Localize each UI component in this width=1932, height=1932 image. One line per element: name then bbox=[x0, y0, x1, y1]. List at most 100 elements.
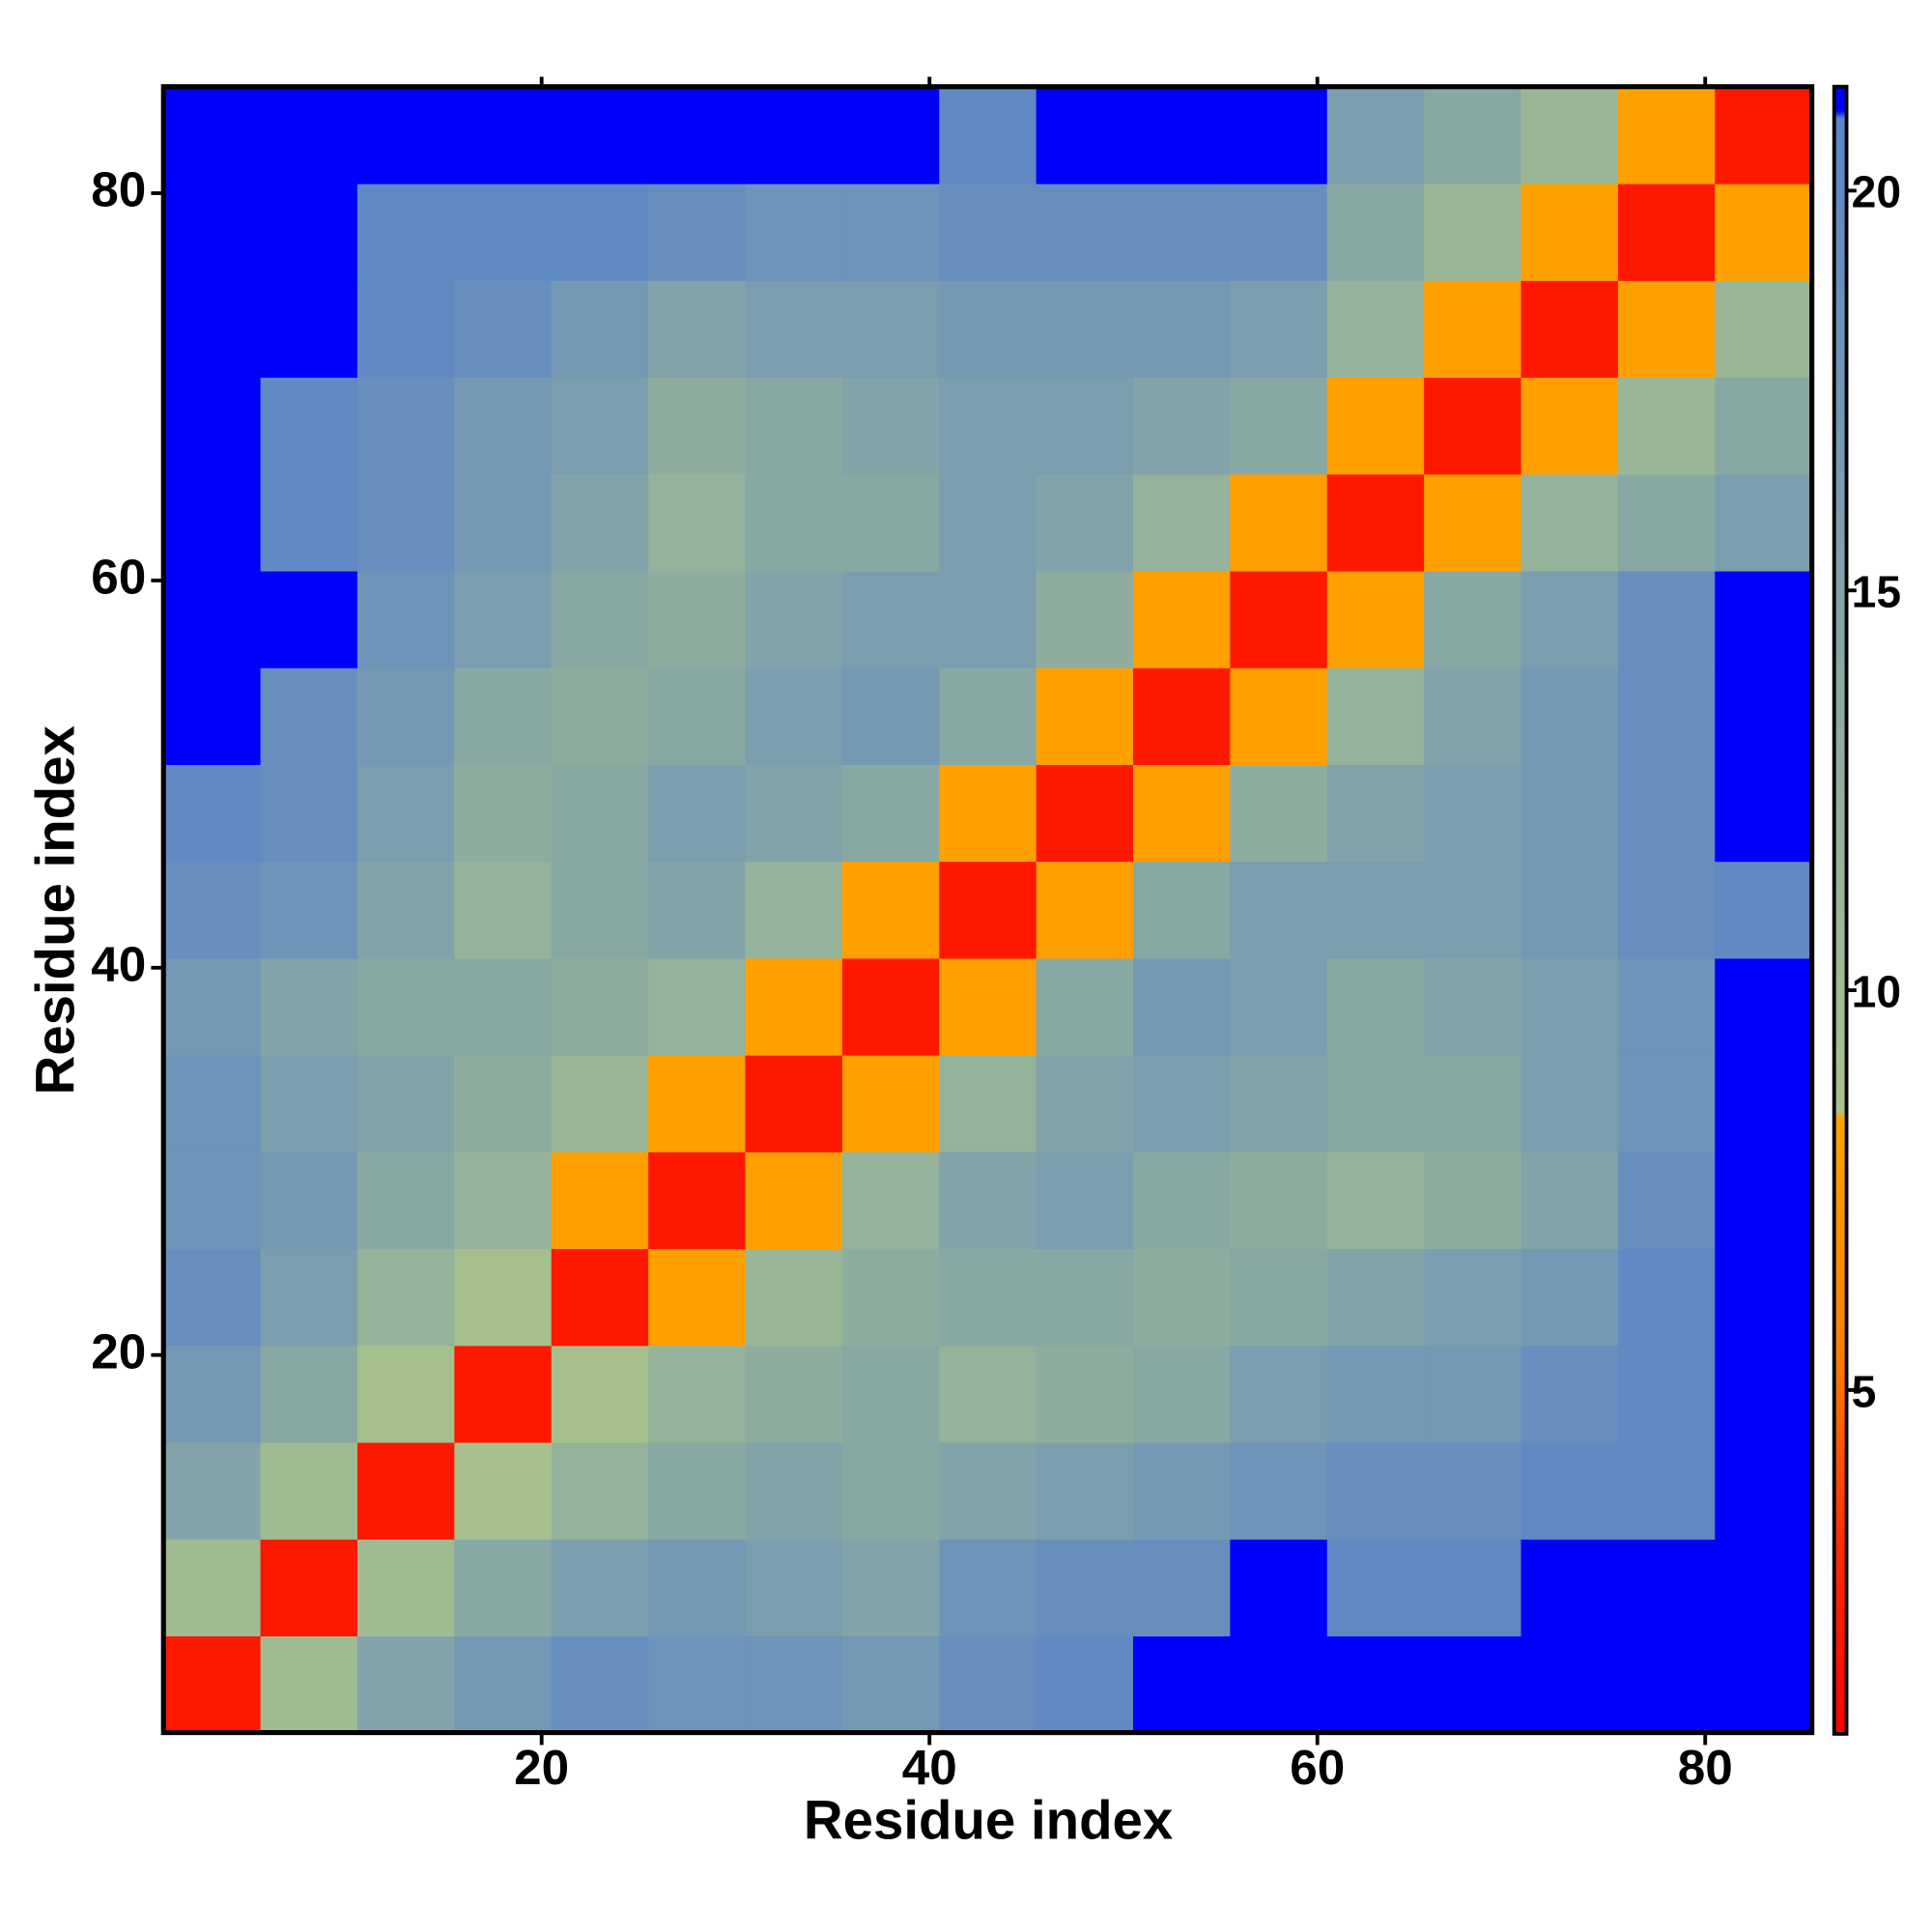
heatmap-cell bbox=[1520, 861, 1619, 959]
heatmap-cell bbox=[551, 1055, 649, 1152]
heatmap-cell bbox=[648, 570, 747, 668]
heatmap-cell bbox=[745, 668, 843, 765]
heatmap-cell bbox=[1520, 1441, 1619, 1540]
heatmap-cell bbox=[260, 377, 358, 475]
heatmap-cell bbox=[454, 183, 553, 281]
heatmap-cell bbox=[1133, 861, 1232, 959]
heatmap-cell bbox=[356, 1441, 456, 1540]
heatmap-cell bbox=[1617, 1248, 1716, 1347]
heatmap-cell bbox=[841, 280, 940, 379]
heatmap-cell bbox=[1326, 570, 1425, 668]
heatmap-cell bbox=[1424, 1055, 1522, 1152]
heatmap-cell bbox=[356, 668, 456, 765]
heatmap-cell bbox=[1036, 473, 1134, 572]
heatmap-cell bbox=[260, 183, 358, 281]
axes: 20 40 60 80 20 40 60 80 bbox=[91, 76, 1815, 1795]
heatmap-cell bbox=[1326, 1441, 1425, 1540]
heatmap-cell bbox=[1036, 957, 1134, 1056]
heatmap-cell bbox=[551, 957, 649, 1056]
heatmap-cell bbox=[1326, 861, 1425, 959]
colorbar bbox=[1832, 84, 1849, 1736]
heatmap-cell bbox=[1230, 377, 1328, 475]
heatmap-cell bbox=[163, 86, 262, 185]
heatmap-cell bbox=[260, 668, 358, 765]
heatmap-cell bbox=[1326, 1151, 1425, 1250]
heatmap-cell bbox=[939, 764, 1037, 863]
heatmap-cell bbox=[163, 1151, 262, 1250]
heatmap-cell bbox=[1036, 1345, 1134, 1443]
heatmap-cell bbox=[1036, 377, 1134, 475]
heatmap-cell bbox=[454, 473, 553, 572]
heatmap-cell bbox=[1520, 668, 1619, 765]
heatmap-cell bbox=[1424, 764, 1522, 863]
heatmap-cell bbox=[745, 1248, 843, 1347]
heatmap-cell bbox=[1230, 1539, 1328, 1637]
heatmap-cell bbox=[939, 1635, 1037, 1734]
heatmap-cell bbox=[1715, 1055, 1813, 1152]
heatmap-cell bbox=[1036, 280, 1134, 379]
heatmap-cell bbox=[1617, 1055, 1716, 1152]
heatmap-cell bbox=[745, 861, 843, 959]
heatmap-cell bbox=[841, 1635, 940, 1734]
x-tick-label: 40 bbox=[902, 1740, 957, 1795]
heatmap-cell bbox=[1133, 1539, 1232, 1637]
heatmap-cell bbox=[841, 957, 940, 1056]
y-tick-label: 40 bbox=[91, 936, 146, 991]
heatmap-cell bbox=[163, 1248, 262, 1347]
heatmap-cell bbox=[745, 86, 843, 185]
heatmap-cell bbox=[1133, 764, 1232, 863]
heatmap-cell bbox=[454, 1345, 553, 1443]
heatmap-cell bbox=[939, 1055, 1037, 1152]
heatmap-cell bbox=[1520, 1151, 1619, 1250]
heatmap-cell bbox=[260, 86, 358, 185]
heatmap-cell bbox=[1520, 1345, 1619, 1443]
heatmap-cell bbox=[1326, 1345, 1425, 1443]
heatmap-cell bbox=[939, 1539, 1037, 1637]
heatmap-cell bbox=[1230, 1151, 1328, 1250]
heatmap-cell bbox=[648, 377, 747, 475]
heatmap-cell bbox=[841, 1151, 940, 1250]
heatmap-cell bbox=[1715, 86, 1813, 185]
heatmap-cell bbox=[1230, 1441, 1328, 1540]
heatmap-cell bbox=[163, 1441, 262, 1540]
x-tick-label: 60 bbox=[1290, 1740, 1345, 1795]
heatmap-cell bbox=[1230, 473, 1328, 572]
heatmap-cell bbox=[1715, 377, 1813, 475]
heatmap-cell bbox=[454, 280, 553, 379]
heatmap-cell bbox=[939, 1345, 1037, 1443]
heatmap-cell bbox=[1036, 1055, 1134, 1152]
heatmap-cell bbox=[1230, 280, 1328, 379]
heatmap-cell bbox=[260, 570, 358, 668]
heatmap-cell bbox=[841, 861, 940, 959]
heatmap-cell bbox=[551, 1635, 649, 1734]
heatmap-cell bbox=[1617, 473, 1716, 572]
heatmap-cell bbox=[939, 668, 1037, 765]
heatmap-cell bbox=[1715, 280, 1813, 379]
heatmap-cell bbox=[356, 377, 456, 475]
heatmap-cell bbox=[745, 1055, 843, 1152]
y-axis-title: Residue index bbox=[24, 725, 85, 1094]
heatmap-cell bbox=[163, 377, 262, 475]
heatmap-cell bbox=[1520, 473, 1619, 572]
heatmap-cell bbox=[648, 1151, 747, 1250]
heatmap-cell bbox=[1230, 183, 1328, 281]
heatmap-cell bbox=[1133, 1345, 1232, 1443]
heatmap-cell bbox=[454, 1539, 553, 1637]
heatmap-cell bbox=[648, 280, 747, 379]
heatmap-cell bbox=[1520, 1539, 1619, 1637]
heatmap-cell bbox=[939, 1441, 1037, 1540]
heatmap bbox=[163, 86, 1813, 1734]
colorbar-tick-label: 20 bbox=[1852, 167, 1901, 217]
heatmap-cell bbox=[1424, 1248, 1522, 1347]
heatmap-cell bbox=[356, 1248, 456, 1347]
heatmap-cell bbox=[551, 1345, 649, 1443]
heatmap-cell bbox=[260, 1441, 358, 1540]
heatmap-cell bbox=[1617, 377, 1716, 475]
heatmap-cell bbox=[1133, 668, 1232, 765]
heatmap-cell bbox=[745, 570, 843, 668]
heatmap-cell bbox=[454, 668, 553, 765]
heatmap-cell bbox=[648, 473, 747, 572]
heatmap-cell bbox=[648, 764, 747, 863]
heatmap-cell bbox=[745, 1151, 843, 1250]
